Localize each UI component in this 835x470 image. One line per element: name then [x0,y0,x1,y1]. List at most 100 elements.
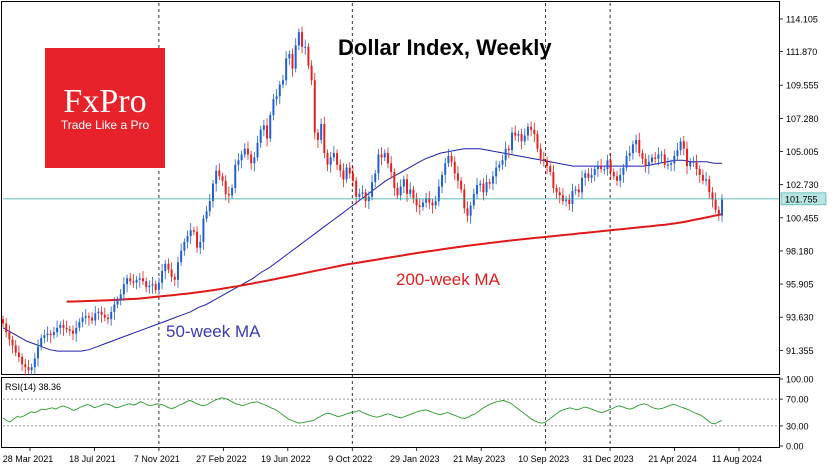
x-tick-label: 10 Sep 2023 [518,454,569,464]
candle-body [81,317,84,323]
y-tick-label: 111.870 [786,47,817,57]
candle-body [30,367,33,371]
candle-body [374,173,377,183]
candle-body [526,126,529,136]
candle-body [180,250,183,263]
candle-body [425,198,428,203]
candle-body [488,182,491,184]
candle-body [377,154,380,174]
candle-body [49,333,52,336]
candle-body [698,169,701,175]
candle-body [59,324,62,328]
candlestick-layer [2,26,723,376]
x-tick-label: 11 Aug 2024 [712,454,762,464]
candle-body [533,129,536,135]
candle-body [17,352,20,357]
candle-body [345,167,348,180]
candle-body [495,167,498,177]
candle-body [167,263,170,270]
candle-body [84,316,87,318]
y-axis-ticks: 114.105 111.870 109.555 107.280 105.005 102.7… [779,14,819,356]
candle-body [482,183,485,193]
candle-body [358,193,361,197]
candle-body [278,84,281,97]
candle-body [530,126,533,130]
candle-body [418,205,421,207]
candle-body [14,345,17,353]
candle-body [498,164,501,168]
candle-body [581,177,583,193]
ma200-label: 200-week MA [396,270,501,289]
candle-body [670,163,673,165]
candle-body [224,180,227,194]
candle-body [43,335,46,339]
candle-body [657,154,660,159]
candle-body [705,179,708,181]
candle-body [469,205,472,216]
candle-body [113,304,116,312]
candle-body [2,319,4,324]
candle-body [199,241,202,248]
candle-body [339,164,342,171]
candle-body [606,160,609,170]
candle-body [288,53,291,59]
candle-body [132,281,135,283]
candle-body [571,190,574,205]
candle-body [46,333,49,336]
candle-body [686,148,688,167]
candle-body [164,263,167,272]
candle-body [313,80,316,133]
candle-body [94,313,97,321]
candle-body [587,173,590,178]
candle-body [447,155,450,164]
candle-body [383,153,386,158]
candle-body [154,284,157,290]
rsi-tick-label: 30.00 [786,421,809,431]
y-tick-label: 100.455 [786,213,819,223]
candle-body [40,338,43,347]
ma200-line [66,213,723,303]
fxpro-logo: FxPro Trade Like a Pro [45,48,165,168]
candle-body [511,132,514,151]
x-tick-label: 21 Apr 2024 [648,454,697,464]
candle-body [348,167,351,174]
candle-body [386,153,389,164]
y-tick-label: 95.905 [786,280,814,290]
candle-body [682,141,685,149]
candle-body [304,46,307,48]
candle-body [285,58,288,81]
candle-body [711,192,714,200]
candle-body [107,317,109,320]
x-tick-label: 19 Jun 2022 [261,454,311,464]
candle-body [479,183,482,186]
candle-body [329,157,332,165]
candle-body [21,356,24,365]
candle-body [612,171,615,177]
candle-body [24,364,27,368]
x-tick-label: 21 May 2023 [453,454,505,464]
candle-body [555,188,558,193]
rsi-tick-label: 100.00 [786,375,814,385]
x-tick-label: 9 Oct 2022 [328,454,372,464]
candle-body [660,154,663,156]
candle-body [717,209,720,216]
candle-body [138,278,141,280]
x-tick-label: 7 Nov 2021 [134,454,180,464]
y-tick-label: 93.630 [786,313,814,323]
candle-body [402,179,405,187]
last-price-text: 101.755 [785,194,818,204]
candle-body [622,167,625,175]
rsi-line [2,397,723,425]
candle-body [100,311,103,315]
candle-body [701,174,704,181]
candle-body [568,199,571,205]
candle-body [320,123,323,140]
candle-body [332,153,335,158]
candle-body [355,180,358,197]
candle-body [679,141,682,151]
candle-body [574,189,577,191]
main-plot-frame [1,1,780,375]
candle-body [476,185,479,194]
candle-body [72,330,74,334]
